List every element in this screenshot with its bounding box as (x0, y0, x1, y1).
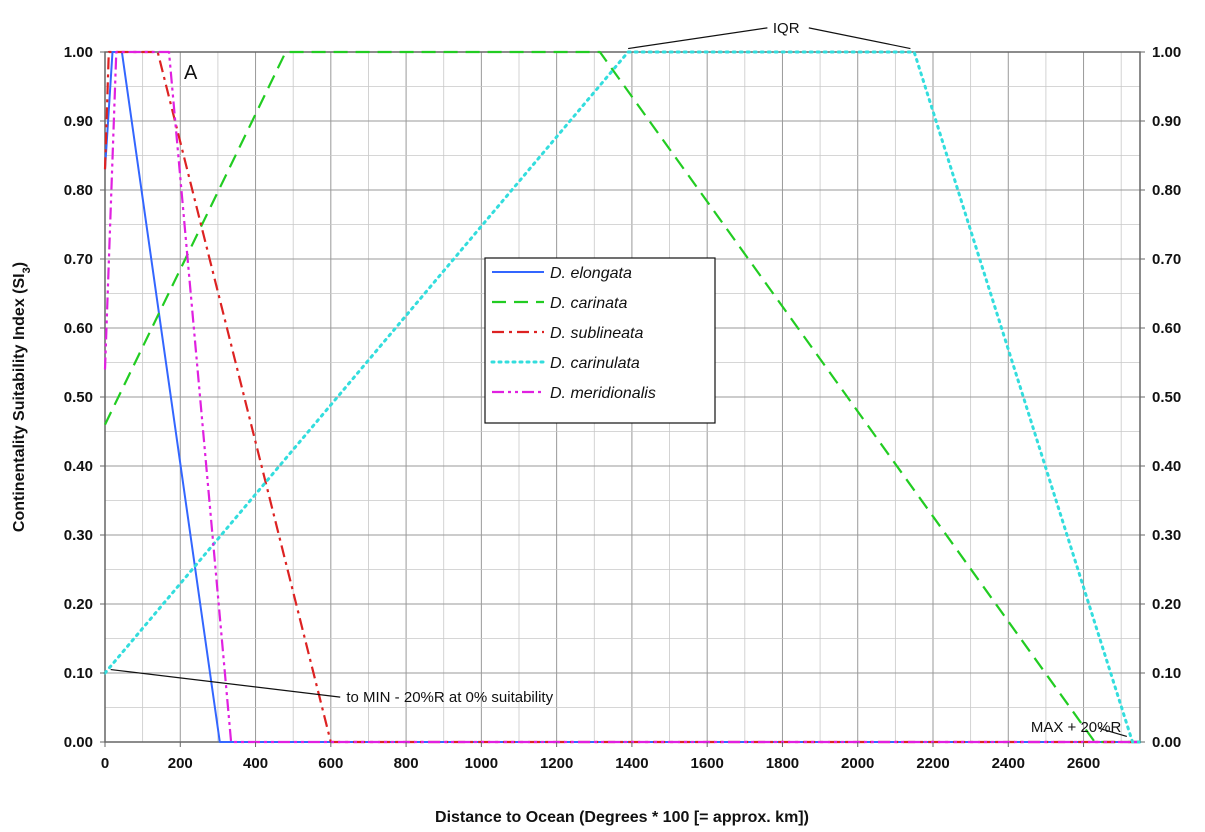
legend-box (484, 257, 716, 424)
legend-label-1: D. elongata (550, 265, 632, 282)
series-line-4 (103, 50, 1142, 744)
y-tick-label-left: 0.40 (64, 458, 93, 475)
x-tick-label: 1200 (540, 755, 573, 772)
y-tick-label-left: 0.10 (64, 665, 93, 682)
legend-label-4: D. carinulata (550, 355, 640, 372)
annotations: IQR to MIN - 20%R at 0% suitability MAX + … (346, 20, 1121, 736)
x-tick-label: 600 (318, 755, 343, 772)
y-tick-label-left: 0.90 (64, 113, 93, 130)
leader-lines (110, 27, 1127, 738)
x-tick-label: 1000 (465, 755, 498, 772)
x-tick-label: 2000 (841, 755, 874, 772)
y-tick-label-left: 0.20 (64, 596, 93, 613)
series-lines (103, 50, 1142, 744)
y-axis-title-end: ) (11, 262, 28, 267)
y-tick-label-right: 0.70 (1152, 251, 1181, 268)
y-tick-label-right: 0.50 (1152, 389, 1181, 406)
tick-labels: 0 200 400 600 800 1000 1200 1400 1600 1800 2000 220… (64, 44, 1181, 772)
x-tick-label: 2200 (916, 755, 949, 772)
legend-label-3: D. sublineata (550, 325, 643, 342)
y-tick-label-right: 0.40 (1152, 458, 1181, 475)
iqr-leader-right (808, 27, 911, 50)
x-tick-label: 400 (243, 755, 268, 772)
panel-letter: A (184, 62, 198, 84)
x-tick-label: 2600 (1067, 755, 1100, 772)
y-tick-label-right: 0.10 (1152, 665, 1181, 682)
y-tick-label-right: 0.90 (1152, 113, 1181, 130)
y-axis-title: Continentality Suitability Index (SI3) (11, 262, 33, 532)
x-tick-label: 2400 (992, 755, 1025, 772)
y-tick-label-left: 0.50 (64, 389, 93, 406)
annotation-3: MAX + 20%R (1031, 719, 1122, 736)
max-leader (1098, 727, 1127, 738)
series-line-3 (103, 50, 1140, 744)
x-tick-label: 1600 (690, 755, 723, 772)
annotation-2: to MIN - 20%R at 0% suitability (346, 689, 553, 706)
x-tick-label: 200 (168, 755, 193, 772)
x-tick-label: 1400 (615, 755, 648, 772)
legend-label-2: D. carinata (550, 295, 627, 312)
y-axis-title-main: Continentality Suitability Index (SI (11, 273, 28, 532)
min-leader (110, 668, 341, 698)
y-tick-label-left: 0.80 (64, 182, 93, 199)
series-line-5 (103, 50, 1140, 744)
iqr-leader-left (628, 27, 768, 50)
y-tick-label-right: 0.00 (1152, 734, 1181, 751)
y-tick-label-left: 0.00 (64, 734, 93, 751)
y-tick-label-left: 0.70 (64, 251, 93, 268)
y-axis-title-subscript: 3 (21, 267, 33, 273)
y-tick-label-left: 1.00 (64, 44, 93, 61)
y-tick-label-left: 0.60 (64, 320, 93, 337)
y-tick-label-right: 0.80 (1152, 182, 1181, 199)
x-axis-title: Distance to Ocean (Degrees * 100 [= appr… (435, 809, 809, 826)
y-tick-label-left: 0.30 (64, 527, 93, 544)
legend-label-5: D. meridionalis (550, 385, 656, 402)
x-tick-label: 800 (394, 755, 419, 772)
y-tick-label-right: 0.30 (1152, 527, 1181, 544)
legend: D. elongata D. carinata D. sublineata D. ca… (484, 257, 716, 424)
x-tick-label: 0 (101, 755, 109, 772)
y-tick-label-right: 0.20 (1152, 596, 1181, 613)
y-tick-label-right: 0.60 (1152, 320, 1181, 337)
x-tick-label: 1800 (766, 755, 799, 772)
annotation-1: IQR (773, 20, 800, 37)
y-tick-label-right: 1.00 (1152, 44, 1181, 61)
